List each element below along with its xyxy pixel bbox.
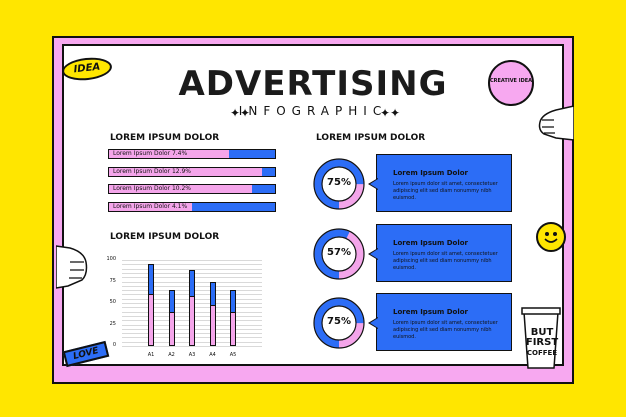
progress-label: Lorem Ipsum Dolor 4.1% [113,203,188,210]
y-tick-label: 75 [109,277,116,284]
info-card-text: Lorem ipsum dolor sit amet, consectetuer… [393,320,498,340]
progress-fill [109,168,262,176]
progress-bar: Lorem Ipsum Dolor 10.2% [108,184,276,194]
donut-chart [313,297,365,349]
info-card: Lorem Ipsum Dolor Lorem ipsum dolor sit a… [376,154,512,212]
info-card-text: Lorem ipsum dolor sit amet, consectetuer… [393,181,498,201]
x-tick-label: A1 [147,352,155,358]
progress-fill [109,150,229,158]
progress-fill [109,185,252,193]
chart-bar [230,311,236,346]
info-card-text: Lorem ipsum dolor sit amet, consectetuer… [393,251,498,271]
y-tick-label: 25 [109,320,116,327]
chart-bar [209,304,216,346]
grid-line [122,268,262,270]
x-tick-label: A3 [188,352,196,358]
donut-chart [313,158,365,210]
x-tick-label: A2 [168,352,175,358]
chart-bar [189,296,195,346]
cup-line: BUT [530,327,554,338]
donut-percent-label: 75% [327,316,351,327]
page-subtitle: INFOGRAPHIC [238,104,388,118]
donut-percent-label: 75% [327,177,351,188]
creative-idea-badge: CREATIVE IDEA [488,60,534,106]
info-card: Lorem Ipsum Dolor Lorem ipsum dolor sit a… [376,293,512,351]
star-icon: ✦✦ [380,106,401,120]
chart-bar [148,294,154,346]
donut-chart [313,228,365,280]
donut-arc [314,159,364,209]
cup-line: COFFEE [526,349,558,357]
progress-section-heading: LOREM IPSUM DOLOR [110,133,220,143]
progress-bar: Lorem Ipsum Dolor 4.1% [108,202,276,212]
y-tick-label: 100 [106,256,116,262]
grid-line [122,264,262,266]
progress-bar: Lorem Ipsum Dolor 12.9% [108,167,276,177]
donut-section-heading: LOREM IPSUM DOLOR [316,133,426,143]
coffee-cup-text: BUT FIRST COFFEE [522,328,562,358]
donut-arc [314,229,364,279]
star-icon: ✦✦ [230,106,251,120]
x-tick-label: A4 [209,352,216,358]
progress-bar: Lorem Ipsum Dolor 7.4% [108,149,276,159]
progress-label: Lorem Ipsum Dolor 12.9% [113,168,192,175]
progress-label: Lorem Ipsum Dolor 7.4% [113,150,188,157]
info-card: Lorem Ipsum Dolor Lorem ipsum dolor sit a… [376,224,512,282]
chart-bar [168,311,175,346]
y-tick-label: 0 [112,342,116,348]
coffee-cup-icon [521,307,561,369]
info-card-title: Lorem Ipsum Dolor [393,169,468,177]
cup-line: FIRST [525,337,559,348]
card-pointer-fill [370,179,378,189]
badge-text: CREATIVE IDEA [490,78,533,84]
grid-line [122,260,262,261]
card-pointer-fill [370,318,378,328]
card-pointer-fill [370,249,378,259]
page-title: ADVERTISING [178,64,448,104]
info-card-title: Lorem Ipsum Dolor [393,239,468,247]
donut-arc [314,298,364,348]
y-tick-label: 50 [109,299,116,305]
donut-percent-label: 57% [327,247,351,258]
bar-chart-heading: LOREM IPSUM DOLOR [110,232,220,242]
progress-fill [109,203,192,211]
grid-line [122,346,262,347]
smiley-icon [536,222,566,252]
info-card-title: Lorem Ipsum Dolor [393,308,468,316]
progress-label: Lorem Ipsum Dolor 10.2% [113,185,192,192]
x-tick-label: A5 [229,352,237,358]
hand-left-icon [56,245,88,289]
hand-top-right-icon [538,105,574,141]
